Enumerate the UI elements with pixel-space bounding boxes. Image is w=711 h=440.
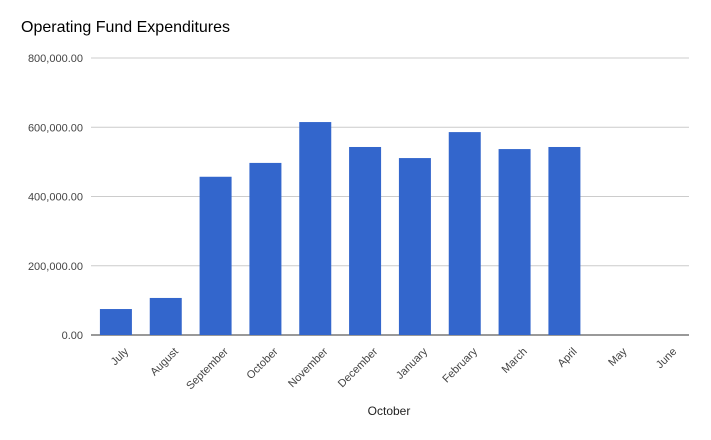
x-tick-label: August	[148, 346, 181, 379]
bar-september	[199, 176, 232, 335]
x-tick-label: September	[184, 345, 231, 392]
x-tick-label: February	[440, 345, 480, 385]
bar-november	[299, 122, 332, 336]
x-tick-label: March	[500, 346, 530, 376]
y-tick-label: 0.00	[62, 330, 83, 342]
x-axis-ticks: July August September October November Decemb…	[109, 345, 679, 392]
x-tick-label: July	[109, 345, 132, 368]
grid-layer	[91, 57, 689, 336]
bar-layer	[99, 122, 581, 336]
bar-february	[448, 132, 481, 335]
bar-january	[398, 158, 431, 335]
x-tick-label: January	[394, 345, 431, 382]
x-tick-label: October	[244, 345, 280, 381]
bar-august	[149, 297, 182, 335]
y-tick-label: 400,000.00	[28, 192, 83, 204]
bar-march	[498, 149, 531, 335]
bar-december	[349, 146, 382, 335]
bar-april	[548, 146, 581, 335]
y-tick-label: 800,000.00	[28, 53, 83, 65]
x-tick-label: December	[336, 345, 381, 390]
x-tick-label: June	[654, 346, 679, 371]
y-tick-label: 200,000.00	[28, 261, 83, 273]
x-tick-label: November	[286, 345, 331, 390]
x-tick-label: May	[606, 345, 630, 369]
chart-title: Operating Fund Expenditures	[21, 19, 231, 36]
bar-october	[249, 162, 282, 335]
x-axis-title: October	[368, 404, 411, 418]
y-axis-ticks: 0.00 200,000.00 400,000.00 600,000.00 800,00…	[28, 53, 83, 342]
bar-july	[99, 309, 132, 335]
y-tick-label: 600,000.00	[28, 122, 83, 134]
x-tick-label: April	[556, 346, 580, 370]
